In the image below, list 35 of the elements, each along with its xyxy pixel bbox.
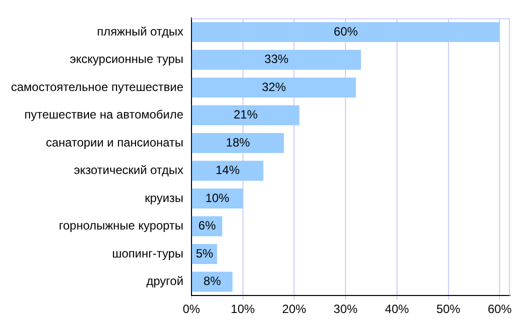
data-label: 10% [205,190,230,205]
y-tick-label: экскурсионные туры [70,52,184,66]
data-label: 60% [334,24,358,38]
bar [192,160,264,181]
data-label: 6% [198,218,216,233]
y-tick-label: санатории и пансионаты [46,135,184,150]
x-tick-label: 20% [282,302,307,316]
y-tick-label: горнолыжные курорты [58,218,184,233]
data-label: 32% [262,80,286,94]
bar [192,105,300,126]
y-tick-label: другой [146,274,184,288]
y-tick-label: круизы [144,190,184,205]
bar [192,272,233,292]
x-tick-label: 60% [488,302,512,316]
data-label: 33% [264,52,289,66]
x-tick-label: 50% [436,302,461,316]
data-label: 21% [234,108,258,122]
x-tick-label: 30% [334,302,358,316]
x-tick-label: 10% [230,302,256,316]
y-tick-label: шопинг-туры [112,246,184,260]
y-tick-label: самостоятельное путешествие [10,80,184,94]
data-label: 14% [216,163,240,178]
bar [192,22,500,42]
x-tick-label: 0% [182,302,200,316]
x-tick-label: 40% [384,302,410,316]
y-tick-label: путешествие на автомобиле [24,108,184,122]
bar [192,133,284,154]
y-tick-label: экзотический отдых [74,163,184,178]
y-tick-label: пляжный отдых [96,24,184,38]
data-label: 18% [226,135,250,150]
bar [192,50,361,70]
data-label: 8% [204,274,222,288]
bar [192,78,356,98]
bar [192,188,243,208]
data-label: 5% [196,246,214,260]
